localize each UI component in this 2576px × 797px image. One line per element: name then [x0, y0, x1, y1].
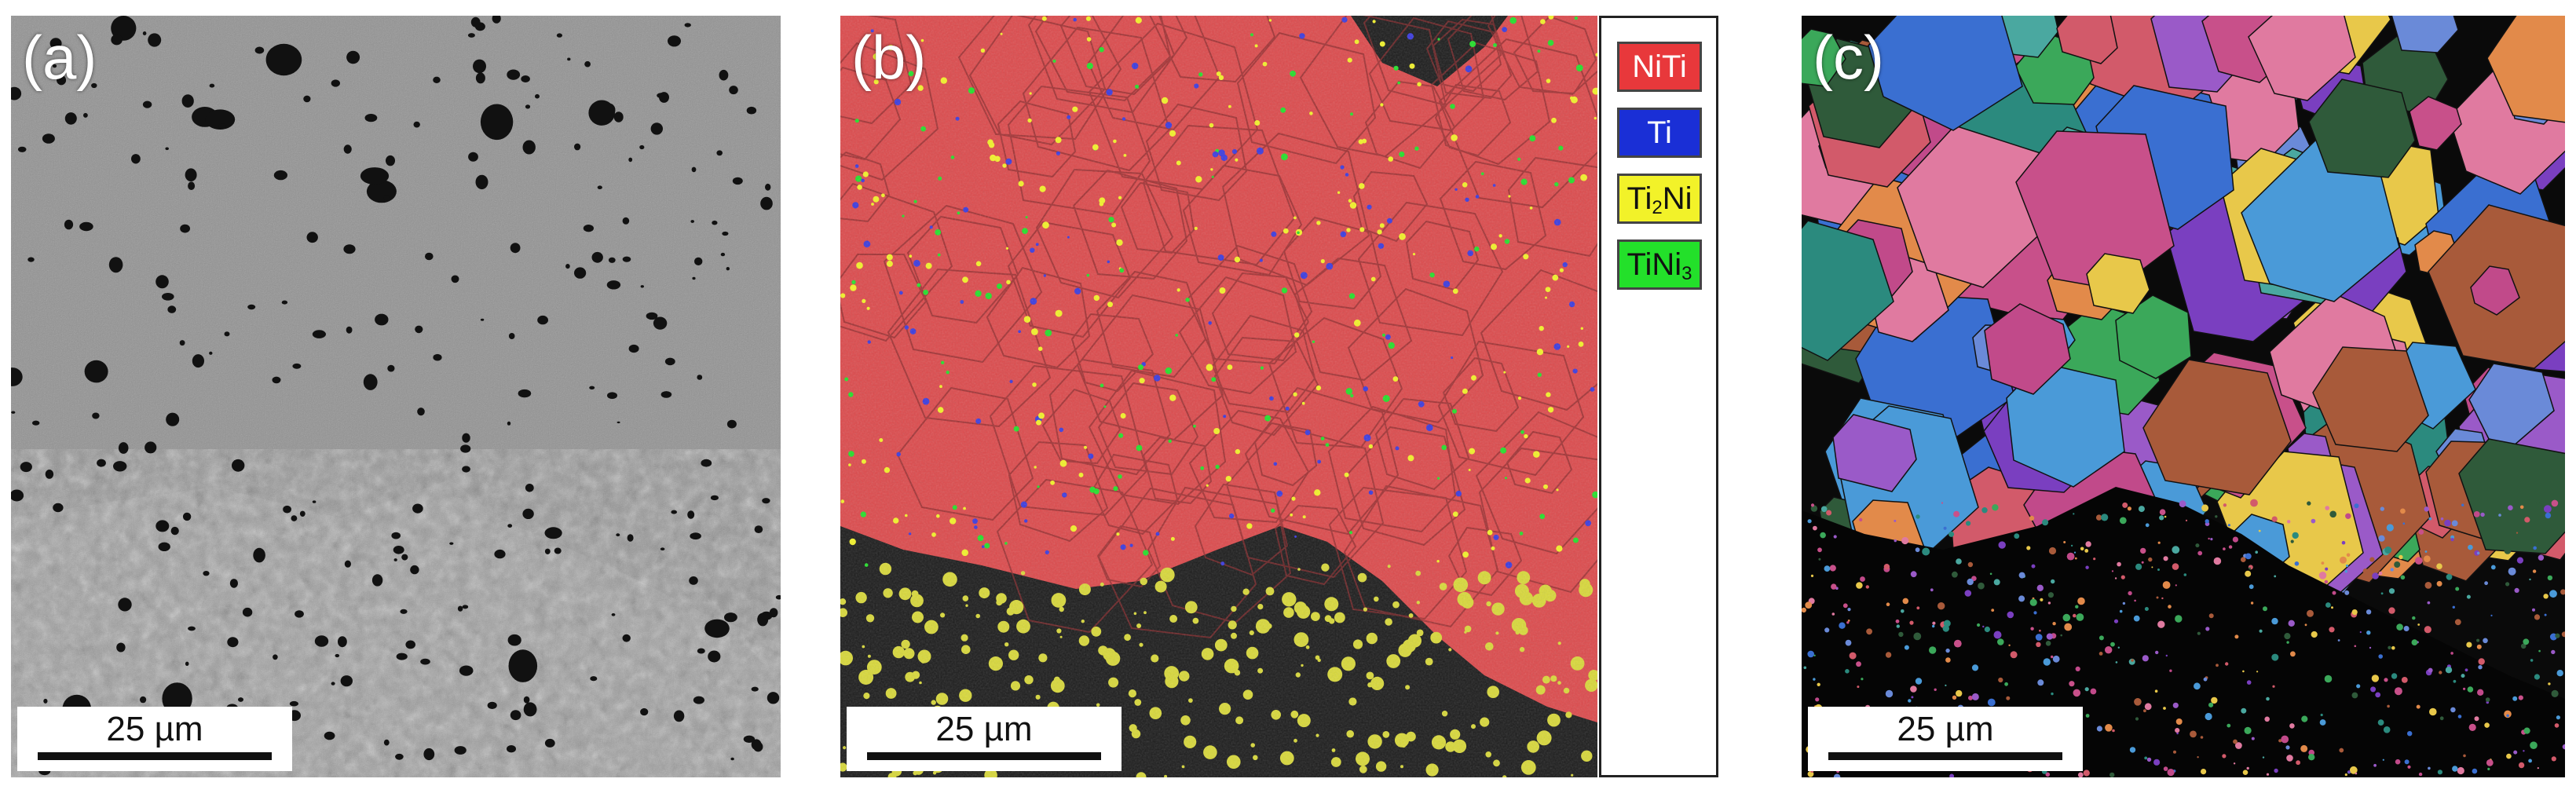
phase-map-image	[840, 16, 1597, 777]
scale-bar-line-b	[867, 752, 1101, 760]
phase-legend: NiTi Ti Ti2Ni TiNi3	[1599, 16, 1718, 777]
panel-label-c: (c)	[1813, 23, 1884, 92]
sem-micrograph	[11, 16, 781, 777]
orientation-map-panel: (c) 25 µm	[1802, 16, 2565, 777]
legend-item-ti2ni: Ti2Ni	[1617, 174, 1702, 224]
legend-item-ti: Ti	[1617, 108, 1702, 158]
scale-bar-line-c	[1828, 752, 2062, 760]
orientation-map-image	[1802, 16, 2565, 777]
sem-image-panel: (a) 25 µm	[11, 16, 781, 777]
legend-item-tini3: TiNi3	[1617, 239, 1702, 290]
phase-map-panel: (b) 25 µm	[840, 16, 1597, 777]
scale-bar-label-a: 25 µm	[106, 710, 203, 748]
scale-bar-line-a	[38, 752, 272, 760]
scale-bar-c: 25 µm	[1808, 707, 2083, 771]
scale-bar-label-b: 25 µm	[935, 710, 1033, 748]
scale-bar-b: 25 µm	[847, 707, 1122, 771]
scale-bar-a: 25 µm	[17, 707, 292, 771]
legend-item-niti: NiTi	[1617, 42, 1702, 92]
panel-label-a: (a)	[22, 23, 97, 92]
scale-bar-label-c: 25 µm	[1897, 710, 1994, 748]
panel-label-b: (b)	[851, 23, 927, 92]
